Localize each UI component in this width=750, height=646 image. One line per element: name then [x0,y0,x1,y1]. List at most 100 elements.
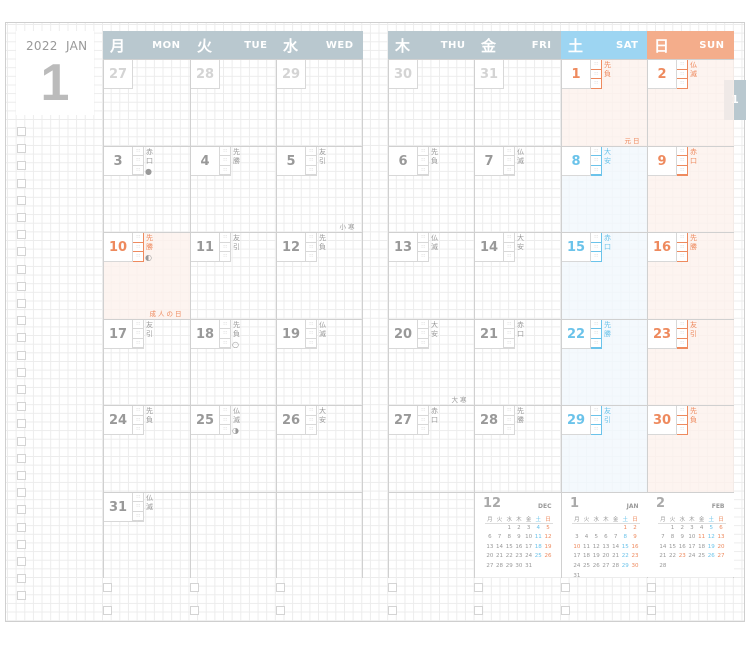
sidebar-checkbox[interactable] [17,144,26,154]
memo-checkbox[interactable] [561,606,570,615]
sidebar-checkbox[interactable] [17,574,26,584]
day-cell[interactable]: 20 ∷ ∷ ∷ 大安 大寒 [388,318,475,405]
memo-checkbox[interactable] [388,606,397,615]
day-cell[interactable]: 8 ∷ ∷ ∷ 大安 [561,145,648,232]
rokuyo-box-icon: ∷ [418,425,428,435]
day-cell[interactable]: 12 ∷ ∷ ∷ 先負 [276,232,363,319]
sidebar-checkbox[interactable] [17,591,26,601]
day-cell[interactable] [561,491,648,578]
day-cell[interactable]: 10 ∷ ∷ ∷ 先勝 ◐ 成人の日 [103,232,190,319]
sidebar-checkbox[interactable] [17,385,26,394]
sidebar-checkbox[interactable] [17,436,26,446]
memo-checkbox[interactable] [190,606,199,615]
rokuyo-box-icon: ∷ [220,425,230,435]
sidebar-checkbox[interactable] [17,247,26,257]
sidebar-checkbox[interactable] [17,333,26,343]
rokuyo-boxes: ∷ ∷ ∷ [591,406,602,435]
sidebar-checkbox[interactable] [17,195,26,205]
sidebar-checkbox[interactable] [17,161,26,171]
rokuyo-box-icon: ∷ [220,339,230,349]
mini-day: 23 [515,553,523,560]
sidebar-checkbox[interactable] [17,299,26,308]
day-cell[interactable]: 1 ∷ ∷ ∷ 先負 元日 [561,59,648,146]
day-cell[interactable]: 29 ∷ ∷ ∷ 友引 [561,405,648,492]
sidebar-checkbox[interactable] [17,213,26,222]
sidebar-checkbox[interactable] [17,281,26,291]
sidebar-checkbox[interactable] [17,557,26,566]
day-cell[interactable]: 3 ∷ ∷ ∷ 赤口 ● [103,145,190,232]
day-cell[interactable]: 16 ∷ ∷ ∷ 先勝 [647,232,734,319]
day-cell[interactable]: 22 ∷ ∷ ∷ 先勝 [561,318,648,405]
day-cell[interactable]: 25 ∷ ∷ ∷ 仏滅 ◑ [190,405,277,492]
weekday-kanji: 金 [481,37,497,55]
memo-checkbox[interactable] [388,583,397,592]
day-cell[interactable] [474,491,561,578]
day-cell[interactable]: 15 ∷ ∷ ∷ 赤口 [561,232,648,319]
day-cell[interactable] [276,491,363,578]
day-cell[interactable]: 29 [276,59,363,146]
sidebar-checkbox[interactable] [17,316,26,326]
memo-checkbox[interactable] [190,583,199,592]
day-cell[interactable]: 6 ∷ ∷ ∷ 先負 [388,145,475,232]
day-cell[interactable]: 24 ∷ ∷ ∷ 先負 [103,405,190,492]
memo-checkbox[interactable] [474,606,483,615]
mini-day: 3 [575,534,579,541]
memo-checkbox[interactable] [103,583,112,592]
mini-month-number: 2 [656,495,666,511]
memo-checkbox[interactable] [647,606,656,615]
day-cell[interactable]: 4 ∷ ∷ ∷ 先勝 [190,145,277,232]
day-cell[interactable]: 21 ∷ ∷ ∷ 赤口 [474,318,561,405]
day-cell[interactable]: 19 ∷ ∷ ∷ 仏滅 [276,318,363,405]
memo-checkbox[interactable] [276,606,285,615]
sidebar-checkbox[interactable] [17,471,26,480]
day-cell[interactable]: 30 ∷ ∷ ∷ 先負 [647,405,734,492]
sidebar-checkbox[interactable] [17,367,26,377]
rokuyo-box-icon: ∷ [418,329,428,339]
memo-checkbox[interactable] [561,583,570,592]
sidebar-checkbox[interactable] [17,539,26,549]
day-cell[interactable]: 23 ∷ ∷ ∷ 友引 [647,318,734,405]
sidebar-checkbox[interactable] [17,178,26,188]
sidebar-checkbox[interactable] [17,522,26,532]
sidebar-checkbox[interactable] [17,264,26,274]
sidebar-checkbox[interactable] [17,230,26,240]
day-cell[interactable]: 13 ∷ ∷ ∷ 仏滅 [388,232,475,319]
day-cell[interactable] [388,491,475,578]
memo-checkbox[interactable] [276,583,285,592]
day-cell[interactable]: 7 ∷ ∷ ∷ 仏滅 [474,145,561,232]
sidebar-checkbox[interactable] [17,350,26,360]
day-cell[interactable]: 31 ∷ ∷ ∷ 仏滅 [103,491,190,578]
rokuyo-boxes: ∷ ∷ ∷ [591,233,602,262]
day-cell[interactable]: 5 ∷ ∷ ∷ 友引 小寒 [276,145,363,232]
day-cell[interactable]: 28 ∷ ∷ ∷ 先勝 [474,405,561,492]
day-cell[interactable]: 14 ∷ ∷ ∷ 大安 [474,232,561,319]
mini-weekday: 金 [525,516,532,523]
sidebar-checkbox[interactable] [17,453,26,463]
day-cell[interactable]: 11 ∷ ∷ ∷ 友引 [190,232,277,319]
day-cell[interactable]: 18 ∷ ∷ ∷ 先負 ○ [190,318,277,405]
day-cell[interactable]: 26 ∷ ∷ ∷ 大安 [276,405,363,492]
day-cell[interactable]: 2 ∷ ∷ ∷ 仏滅 [647,59,734,146]
sidebar-checkbox[interactable] [17,488,26,498]
rokuyo-label: 赤口 [431,407,438,424]
sidebar-checkbox[interactable] [17,127,26,136]
mini-day: 27 [717,553,725,560]
day-cell[interactable]: 27 [103,59,190,146]
sidebar-checkbox[interactable] [17,505,26,515]
day-cell[interactable]: 28 [190,59,277,146]
day-cell[interactable]: 17 ∷ ∷ ∷ 友引 [103,318,190,405]
day-cell[interactable]: 9 ∷ ∷ ∷ 赤口 [647,145,734,232]
day-cell[interactable]: 30 [388,59,475,146]
rokuyo-label: 先負 [604,61,611,78]
weekday-english: THU [440,40,466,51]
sidebar-checkbox[interactable] [17,402,26,412]
day-cell[interactable] [190,491,277,578]
weekday-english: TUE [244,40,268,51]
memo-checkbox[interactable] [474,583,483,592]
day-cell[interactable]: 31 [474,59,561,146]
memo-checkbox[interactable] [647,583,656,592]
memo-checkbox[interactable] [103,606,112,615]
mini-day: 24 [573,562,581,569]
day-cell[interactable]: 27 ∷ ∷ ∷ 赤口 [388,405,475,492]
sidebar-checkbox[interactable] [17,419,26,429]
